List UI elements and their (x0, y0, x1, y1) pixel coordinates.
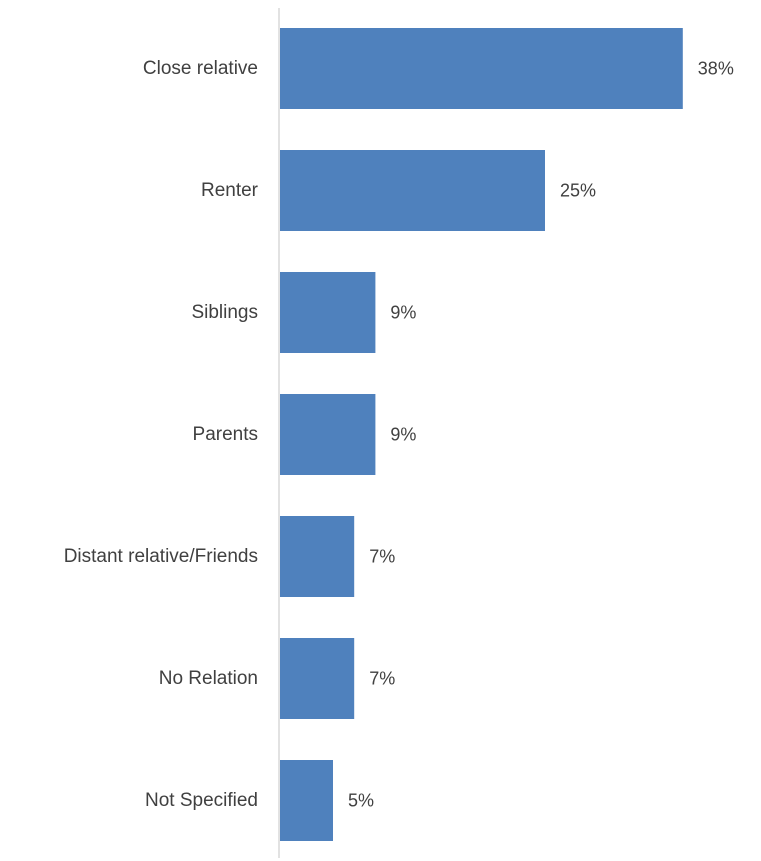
category-label-distant-relative-friends: Distant relative/Friends (64, 546, 258, 567)
value-label-close-relative: 38% (698, 59, 734, 79)
value-label-renter: 25% (560, 181, 596, 201)
bar-parents (280, 394, 376, 475)
category-label-no-relation: No Relation (159, 668, 258, 689)
bars-group (280, 28, 683, 841)
value-label-no-relation: 7% (369, 669, 395, 689)
bar-siblings (280, 272, 376, 353)
bar-distant-relative-friends (280, 516, 355, 597)
value-label-not-specified: 5% (348, 791, 374, 811)
bar-close-relative (280, 28, 683, 109)
value-label-parents: 9% (390, 425, 416, 445)
category-label-parents: Parents (193, 424, 258, 445)
category-label-siblings: Siblings (191, 302, 258, 323)
value-label-siblings: 9% (390, 303, 416, 323)
category-label-close-relative: Close relative (143, 58, 258, 79)
bar-not-specified (280, 760, 333, 841)
bar-renter (280, 150, 545, 231)
bar-no-relation (280, 638, 355, 719)
value-labels-group: 38% 25% 9% 9% 7% 7% 5% (348, 59, 734, 811)
category-label-renter: Renter (201, 180, 259, 201)
category-labels-group: Close relative Renter Siblings Parents Dista… (64, 58, 259, 811)
value-label-distant-relative-friends: 7% (369, 547, 395, 567)
category-label-not-specified: Not Specified (145, 790, 258, 811)
